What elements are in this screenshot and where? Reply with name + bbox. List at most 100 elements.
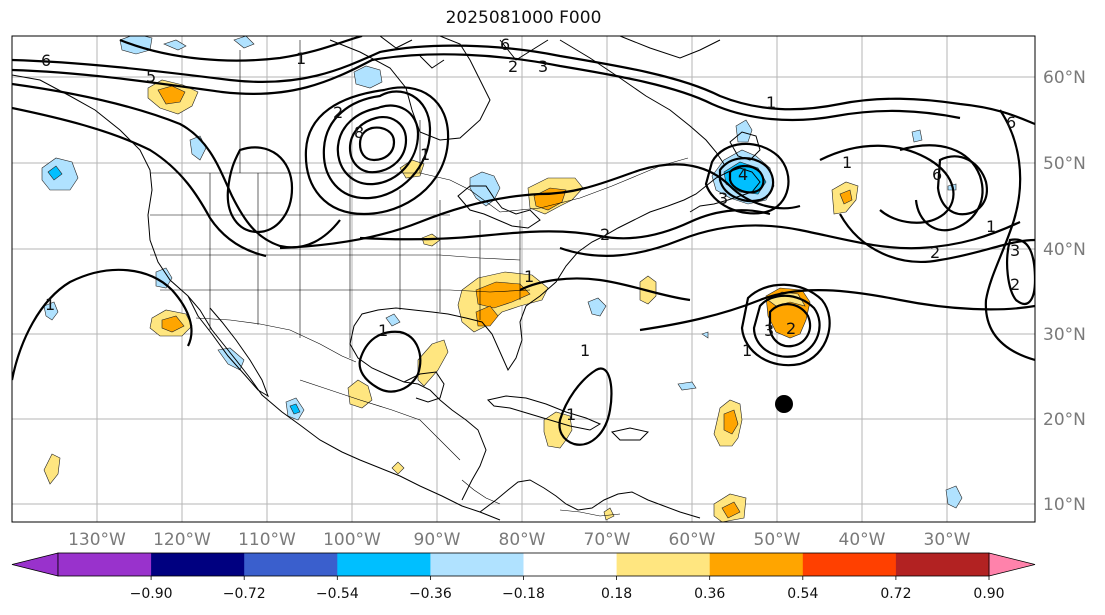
colorbar-bin bbox=[430, 553, 524, 576]
longitude-label: 100°W bbox=[323, 530, 381, 550]
contour-label: 2 bbox=[333, 103, 343, 122]
contour-label: 1 bbox=[842, 153, 852, 172]
contour-label: 1 bbox=[524, 267, 534, 286]
contour-label: 6 bbox=[1006, 113, 1016, 132]
colorbar-tick-label: 0.36 bbox=[694, 586, 725, 602]
contour-low-1 bbox=[322, 90, 432, 200]
contour-east-1 bbox=[819, 144, 955, 224]
shade-pos-cal-core bbox=[161, 315, 185, 333]
contour-east-3 bbox=[936, 155, 988, 216]
latitude-label: 50°N bbox=[1043, 154, 1086, 174]
contour-mid-2 bbox=[359, 209, 771, 241]
colorbar-bin bbox=[802, 553, 897, 576]
contour-south-5 bbox=[519, 277, 691, 302]
colorbar-tick-label: 0.54 bbox=[787, 586, 818, 602]
contour-label: 6 bbox=[41, 51, 51, 70]
border-us-mexico bbox=[195, 317, 357, 363]
longitude-label: 70°W bbox=[584, 530, 631, 550]
shade-pos-eq bbox=[603, 507, 615, 521]
contour-atl-low-1 bbox=[768, 303, 812, 348]
contour-east-5 bbox=[1006, 238, 1035, 305]
contour-label: 5 bbox=[146, 67, 156, 86]
shade-pos-midatl bbox=[475, 305, 499, 327]
colorbar-bin bbox=[58, 553, 152, 576]
contour-low-3 bbox=[348, 116, 408, 174]
contour-north-5 bbox=[119, 36, 363, 62]
shade-neg-canada bbox=[353, 65, 383, 89]
contour-low-5 bbox=[304, 86, 450, 216]
coast-centralam bbox=[479, 479, 701, 519]
coast-cuba bbox=[487, 395, 602, 431]
colorbar-bin bbox=[895, 553, 990, 576]
contour-label: 2 bbox=[1010, 275, 1020, 294]
contour-low-4 bbox=[358, 126, 396, 162]
contour-label: 2 bbox=[786, 319, 796, 338]
shade-pos-gulf2 bbox=[347, 379, 373, 409]
colorbar-bin bbox=[244, 553, 338, 576]
shade-pos-pac1 bbox=[43, 453, 61, 485]
contour-south-2 bbox=[358, 330, 422, 393]
colorbar-tick-label: 0.18 bbox=[601, 586, 632, 602]
latitude-label: 20°N bbox=[1043, 410, 1086, 430]
contour-label: 4 bbox=[738, 165, 748, 184]
contour-east-6 bbox=[839, 213, 1035, 263]
shade-neg-trop bbox=[945, 485, 963, 509]
shade-neg-mid bbox=[43, 301, 59, 321]
colorbar: −0.90 −0.72 −0.54 −0.36 −0.18 0.18 0.36 0.54 0.7… bbox=[11, 552, 1036, 602]
contour-label: 1 bbox=[566, 405, 576, 424]
contour-label: 2 bbox=[930, 243, 940, 262]
colorbar-bin bbox=[709, 553, 804, 576]
longitude-label: 60°W bbox=[669, 530, 716, 550]
contour-label: 3 bbox=[1010, 241, 1020, 260]
shade-neg-sc bbox=[587, 297, 607, 317]
coast-islands-arctic bbox=[379, 36, 549, 69]
contour-north-1 bbox=[12, 44, 1035, 126]
shade-pos-atl2-core bbox=[723, 409, 739, 435]
longitude-label: 110°W bbox=[238, 530, 296, 550]
contour-south-4 bbox=[639, 289, 1035, 332]
colorbar-tick-label: −0.18 bbox=[502, 586, 545, 602]
coast-hispaniola bbox=[611, 427, 649, 441]
shade-neg-labrador bbox=[735, 119, 753, 143]
contour-north-2 bbox=[12, 53, 961, 122]
longitude-label: 80°W bbox=[499, 530, 546, 550]
contour-atl-low-3 bbox=[740, 283, 831, 367]
contour-maritime-low2 bbox=[728, 164, 765, 194]
colorbar-tick-label: −0.72 bbox=[223, 586, 266, 602]
map-frame bbox=[11, 35, 1036, 523]
contour-label: 3 bbox=[764, 321, 774, 340]
shade-neg-atl bbox=[677, 381, 697, 391]
coast-lakes bbox=[457, 185, 541, 229]
contour-label: 1 bbox=[986, 217, 996, 236]
coast-pacific bbox=[12, 74, 501, 521]
colorbar-tick-label: −0.54 bbox=[316, 586, 359, 602]
contour-east-2 bbox=[899, 144, 984, 232]
contour-label: 8 bbox=[354, 123, 364, 142]
colorbar-bin bbox=[523, 553, 618, 576]
border-southam bbox=[559, 509, 621, 517]
contour-label: 1 bbox=[580, 341, 590, 360]
contour-label: 2 bbox=[600, 225, 610, 244]
colorbar-extend-low bbox=[11, 552, 59, 577]
contour-east-4 bbox=[984, 109, 1035, 362]
border-centralam bbox=[461, 479, 501, 505]
contour-label: 1 bbox=[378, 321, 388, 340]
colorbar-bin bbox=[151, 553, 245, 576]
coast-greenland bbox=[619, 36, 721, 59]
colorbar-bin bbox=[616, 553, 711, 576]
coast-labrador bbox=[559, 39, 725, 165]
coast-yucatan bbox=[403, 371, 445, 403]
shade-neg-e1 bbox=[911, 129, 923, 143]
colorbar-tick-label: −0.90 bbox=[130, 586, 173, 602]
map-title: 2025081000 F000 bbox=[445, 8, 602, 28]
shade-neg-socal bbox=[155, 267, 173, 289]
colorbar-bin bbox=[337, 553, 431, 576]
contour-mid-3 bbox=[559, 221, 1021, 257]
colorbar-tick-label: 0.90 bbox=[973, 586, 1004, 602]
contour-maritime-low3 bbox=[704, 142, 790, 215]
latitude-label: 30°N bbox=[1043, 325, 1086, 345]
coast-hudson bbox=[329, 36, 491, 141]
latitude-labels: 60°N 50°N 40°N 30°N 20°N 10°N bbox=[1043, 68, 1086, 515]
longitude-label: 120°W bbox=[153, 530, 211, 550]
